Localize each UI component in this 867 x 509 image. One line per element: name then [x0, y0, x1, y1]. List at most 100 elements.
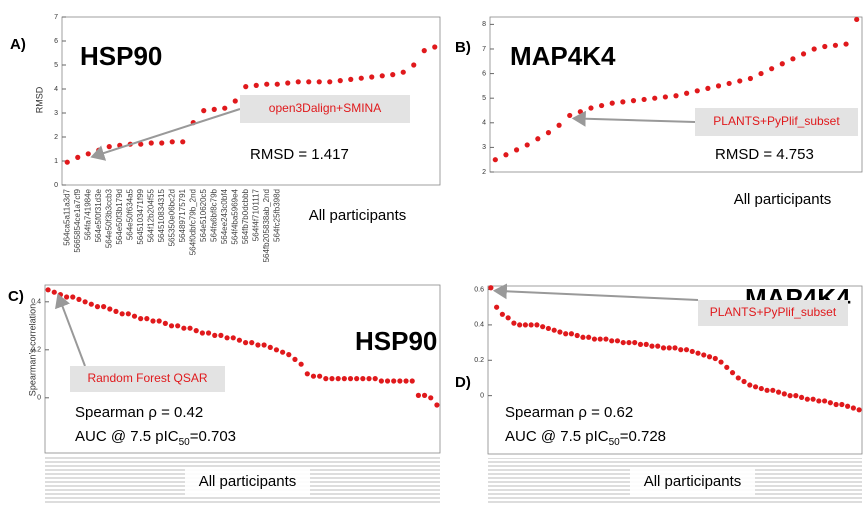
data-point — [168, 323, 175, 329]
data-point — [626, 339, 632, 346]
data-point — [64, 159, 70, 165]
y-tick-label: 3 — [482, 144, 486, 151]
data-point — [850, 405, 856, 411]
data-point — [620, 99, 626, 105]
data-point — [253, 82, 259, 88]
data-point — [274, 81, 280, 87]
data-point — [816, 398, 822, 404]
data-point — [295, 79, 301, 85]
data-point — [335, 376, 341, 382]
data-point — [85, 151, 91, 157]
x-axis-label: All participants — [199, 473, 297, 490]
data-point — [726, 80, 732, 87]
data-point — [793, 393, 799, 399]
data-point — [369, 74, 375, 80]
data-point — [421, 392, 428, 398]
data-point — [138, 141, 144, 147]
data-point — [832, 42, 839, 48]
data-point — [432, 44, 438, 50]
data-point — [737, 78, 743, 84]
data-point — [706, 354, 713, 360]
data-point — [630, 98, 637, 104]
data-point — [494, 304, 500, 310]
panel-title: HSP90 — [355, 326, 437, 356]
data-point — [280, 349, 286, 355]
x-axis-label: All participants — [644, 473, 742, 490]
x-tick-label: 564897175791 — [178, 188, 187, 242]
data-point — [230, 335, 236, 341]
data-point — [201, 108, 207, 114]
data-point — [747, 382, 753, 388]
data-point — [243, 84, 249, 90]
data-point — [70, 294, 76, 300]
data-point — [101, 304, 107, 310]
data-point — [800, 51, 807, 57]
y-tick-label: 0 — [480, 392, 484, 399]
subscript: 50 — [609, 437, 621, 448]
metric-text: RMSD = 4.753 — [715, 146, 814, 163]
data-point — [499, 311, 505, 317]
data-point — [551, 327, 557, 333]
data-point — [434, 402, 440, 408]
data-point — [285, 80, 291, 86]
data-point — [798, 394, 805, 401]
panel-letter: D) — [455, 374, 471, 391]
data-point — [390, 72, 396, 78]
data-point — [347, 376, 354, 382]
data-point — [827, 400, 833, 406]
panel-letter: A) — [10, 36, 26, 53]
data-point — [822, 398, 828, 404]
y-tick-label: 0.4 — [31, 299, 41, 306]
data-point — [545, 325, 552, 332]
data-point — [603, 336, 609, 342]
data-point — [534, 322, 540, 328]
x-tick-label: 5645103471f99 — [136, 188, 145, 244]
y-tick-label: 0.2 — [474, 357, 484, 364]
data-point — [845, 403, 851, 409]
callout-box — [70, 366, 225, 392]
data-point — [488, 285, 494, 291]
data-point — [568, 331, 575, 337]
y-tick-label: 5 — [482, 95, 486, 102]
metric-part: =0.728 — [620, 428, 666, 445]
callout-arrow — [571, 110, 696, 127]
data-point — [609, 338, 615, 344]
data-point — [222, 105, 228, 111]
x-axis-label: All participants — [309, 207, 407, 224]
data-point — [199, 330, 205, 336]
data-point — [577, 109, 583, 115]
data-point — [580, 334, 586, 340]
data-point — [403, 378, 409, 384]
data-point — [379, 73, 385, 79]
data-point — [76, 296, 82, 302]
data-point — [567, 112, 573, 119]
metric-part: AUC @ 7.5 pIC — [75, 428, 179, 445]
metric-text: Spearman ρ = 0.42 — [75, 404, 203, 421]
data-point — [678, 347, 684, 353]
data-point — [715, 83, 722, 89]
data-point — [193, 328, 199, 334]
data-point — [574, 332, 580, 339]
x-tick-label: 564f4f7101117 — [251, 188, 260, 241]
data-point — [770, 387, 776, 393]
panel-title: HSP90 — [80, 41, 162, 71]
data-point — [162, 320, 168, 326]
data-point — [428, 395, 434, 401]
subscript: 50 — [179, 437, 191, 448]
data-point — [540, 324, 546, 330]
data-point — [586, 334, 592, 340]
data-point — [212, 332, 218, 338]
y-tick-label: 0 — [37, 395, 41, 402]
data-point — [125, 311, 131, 317]
data-point — [511, 320, 517, 326]
data-point — [242, 340, 249, 346]
data-point — [306, 79, 312, 85]
data-point — [758, 70, 764, 77]
y-tick-label: 7 — [54, 14, 58, 21]
y-tick-label: 2 — [482, 169, 486, 176]
data-point — [854, 16, 860, 23]
data-point — [683, 347, 690, 353]
y-tick-label: 8 — [482, 21, 486, 28]
